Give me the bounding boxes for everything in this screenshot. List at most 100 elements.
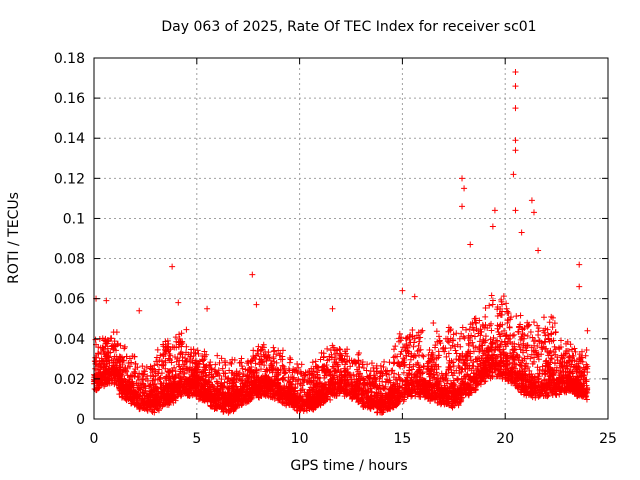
data-point <box>342 358 349 365</box>
data-point <box>471 333 478 340</box>
data-point <box>255 350 262 357</box>
data-point <box>332 367 339 374</box>
data-point <box>572 348 579 355</box>
data-point <box>482 313 489 320</box>
data-point <box>287 356 294 363</box>
data-point <box>578 348 585 355</box>
data-point <box>546 319 553 326</box>
data-point <box>470 327 477 334</box>
data-point <box>363 367 370 374</box>
data-point <box>469 339 476 346</box>
data-point <box>400 369 407 376</box>
data-point <box>474 365 481 372</box>
data-point <box>195 350 202 357</box>
data-point <box>242 366 249 373</box>
data-point <box>527 355 534 362</box>
data-point <box>419 327 426 334</box>
data-point <box>228 360 235 367</box>
data-point <box>506 335 513 342</box>
data-point <box>383 371 390 378</box>
data-point <box>477 360 484 367</box>
data-point <box>490 334 497 341</box>
data-point <box>154 346 161 353</box>
data-point <box>540 314 547 321</box>
data-point <box>208 403 215 410</box>
data-point <box>525 322 532 329</box>
data-point <box>156 366 163 373</box>
data-point <box>368 360 375 367</box>
data-point <box>146 382 153 389</box>
data-point <box>450 377 457 384</box>
data-point <box>344 353 351 360</box>
data-point <box>415 342 422 349</box>
data-point <box>250 347 257 354</box>
data-point <box>430 320 437 327</box>
data-point <box>488 292 495 299</box>
data-point <box>390 360 397 367</box>
data-point <box>254 348 261 355</box>
data-point <box>412 389 419 396</box>
data-point <box>450 331 457 338</box>
data-point <box>390 346 397 353</box>
data-point <box>548 356 555 363</box>
data-point <box>379 378 386 385</box>
data-point <box>214 352 221 359</box>
data-point <box>511 331 518 338</box>
data-point <box>535 332 542 339</box>
data-point <box>255 343 262 350</box>
data-points <box>91 69 591 416</box>
data-point <box>503 305 510 312</box>
data-point <box>182 355 189 362</box>
data-point <box>396 330 403 337</box>
data-point <box>547 355 554 362</box>
data-point <box>384 376 391 383</box>
data-point <box>527 329 534 336</box>
data-point <box>487 336 494 343</box>
data-point <box>187 358 193 365</box>
data-point <box>453 330 460 337</box>
data-point <box>498 296 505 303</box>
data-point <box>524 332 531 339</box>
data-point <box>238 363 245 370</box>
data-point <box>330 364 337 371</box>
data-point <box>258 346 265 353</box>
data-point <box>183 343 190 350</box>
data-point <box>454 376 461 383</box>
data-point <box>516 323 523 330</box>
data-point <box>171 354 178 361</box>
data-point <box>443 353 450 360</box>
data-point <box>131 369 138 376</box>
data-point <box>386 371 393 378</box>
data-point <box>410 343 417 350</box>
data-point <box>545 331 551 338</box>
data-point <box>381 358 388 365</box>
data-point <box>515 328 522 335</box>
data-point <box>500 293 507 300</box>
data-point <box>219 365 226 372</box>
data-point <box>456 335 463 342</box>
chart-title: Day 063 of 2025, Rate Of TEC Index for r… <box>161 19 536 35</box>
data-point <box>548 331 555 338</box>
data-point <box>539 363 546 370</box>
data-point <box>294 361 301 368</box>
data-point <box>110 329 117 336</box>
data-point <box>121 345 128 352</box>
data-point <box>121 343 128 350</box>
data-point <box>176 331 183 338</box>
data-point <box>499 301 506 308</box>
data-point <box>392 353 399 360</box>
data-point <box>101 337 108 344</box>
data-point <box>157 352 164 359</box>
data-point <box>218 376 225 383</box>
data-point <box>376 382 383 389</box>
data-point <box>309 359 316 366</box>
grid-lines <box>94 58 608 419</box>
data-point <box>156 375 163 382</box>
data-point <box>392 343 399 350</box>
data-point <box>534 353 541 360</box>
data-point <box>98 357 105 364</box>
data-point <box>274 366 281 373</box>
data-point <box>337 346 344 353</box>
data-point <box>159 358 166 365</box>
